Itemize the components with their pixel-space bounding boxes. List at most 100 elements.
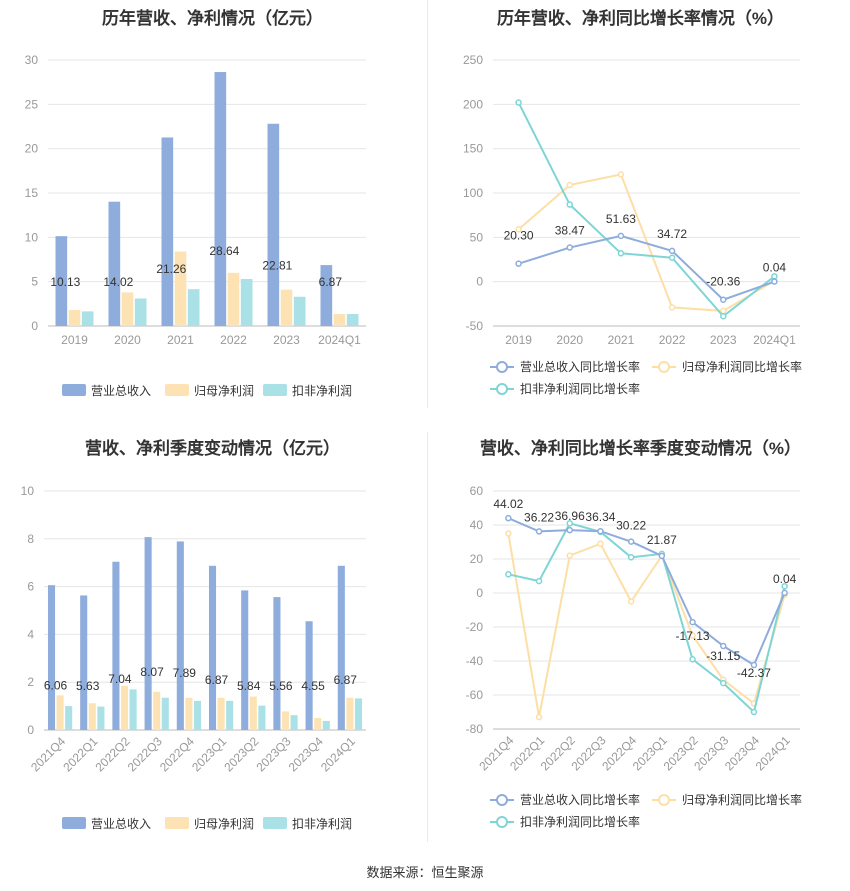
legend-label-0: 营业总收入同比增长率 — [520, 792, 640, 807]
quarterly-growth-line-chart: -80-60-40-2002040602021Q42022Q12022Q2202… — [466, 484, 802, 829]
y-tick-label: 25 — [25, 97, 39, 111]
x-tick-label: 2024Q1 — [318, 734, 358, 774]
point-2022-series-2 — [668, 254, 676, 261]
line-value-label: 44.02 — [493, 497, 523, 511]
bar-2023-series-0 — [267, 123, 280, 326]
point-2019-series-1 — [515, 226, 522, 233]
annual-growth-line-chart: -50 0 50 100 150 200 250 2019 2020 2021 2022 2023 20… — [463, 53, 802, 396]
point-2022q2-series-2 — [566, 520, 573, 527]
legend-marker-0 — [496, 794, 508, 806]
bar-2024q1-series-0 — [320, 265, 333, 326]
bar-2023q2-series-2 — [258, 705, 266, 730]
line-value-label: -31.15 — [706, 649, 740, 663]
bar-2021q4-series-1 — [56, 695, 64, 730]
bar-2022q2-series-0 — [112, 561, 120, 730]
series-line-1 — [507, 533, 786, 718]
x-tick-label: 2022Q1 — [60, 734, 100, 774]
line-value-label: 0.04 — [773, 572, 797, 586]
point-2022q4-series-1 — [627, 598, 635, 605]
bar-2023q3-series-1 — [281, 711, 290, 730]
point-2023-series-1 — [720, 307, 727, 315]
bar-2022-series-2 — [240, 279, 253, 326]
y-tick-label: 20 — [470, 552, 484, 566]
legend-label-2: 扣非净利润同比增长率 — [520, 381, 640, 396]
bar-2023q2-series-0 — [241, 590, 249, 730]
y-tick-label: 0 — [27, 723, 34, 737]
line-value-label: 36.96 — [555, 509, 585, 523]
point-2022q4-series-2 — [627, 554, 635, 561]
line-value-label: 21.87 — [647, 533, 677, 547]
legend-label-0: 营业总收入 — [91, 817, 151, 831]
legend-label-1: 归母净利润 — [194, 817, 254, 831]
series-line-2 — [517, 102, 776, 318]
bar-value-label: 22.81 — [262, 258, 292, 272]
bar-2019-series-2 — [81, 311, 94, 326]
bar-value-label: 10.13 — [50, 275, 80, 289]
legend-swatch-0 — [62, 384, 86, 396]
bar-2024q1-series-1 — [333, 314, 346, 326]
bar-value-label: 6.87 — [334, 673, 358, 687]
bar-2022q2-series-1 — [120, 685, 129, 730]
point-2022-series-0 — [668, 247, 676, 255]
x-tick-label: 2019 — [505, 333, 532, 347]
point-2024q1-series-2 — [781, 582, 788, 590]
bar-2021-series-1 — [174, 251, 187, 326]
bar-2022-series-1 — [227, 272, 240, 326]
point-2019-series-0 — [515, 260, 522, 267]
point-2020-series-2 — [566, 201, 573, 208]
bar-2019-series-0 — [55, 236, 68, 326]
series-line-1 — [517, 173, 775, 312]
legend-label-1: 归母净利润同比增长率 — [682, 359, 802, 374]
x-tick-label: 2021 — [167, 333, 194, 347]
legend-marker-0 — [496, 361, 508, 373]
line-value-label: 20.30 — [504, 229, 534, 243]
point-2022q4-series-0 — [627, 538, 635, 545]
bar-2023q1-series-2 — [226, 700, 234, 730]
y-tick-label: 10 — [21, 484, 35, 498]
x-tick-label: 2022 — [220, 333, 247, 347]
bar-2023q3-series-2 — [290, 715, 298, 730]
bar-2020-series-0 — [108, 201, 121, 326]
bar-value-label: 4.55 — [301, 679, 325, 693]
legend-swatch-2 — [263, 384, 287, 396]
y-tick-label: 20 — [25, 142, 39, 156]
x-tick-label: 2021 — [608, 333, 635, 347]
legend-label-0: 营业总收入同比增长率 — [520, 359, 640, 374]
x-tick-label: 2023Q2 — [221, 734, 261, 774]
quarterly-revenue-profit-panel: 营收、净利季度变动情况（亿元） 0 2 4 6 8 10 2021Q4 2022Q1 2022Q… — [0, 428, 425, 848]
x-tick-label: 2022Q2 — [93, 734, 133, 774]
bar-2022q1-series-0 — [80, 595, 88, 730]
x-tick-label: 2023 — [273, 333, 300, 347]
y-tick-label: 0 — [31, 319, 38, 333]
series-line-0 — [507, 517, 786, 667]
annual-line-chart-title: 历年营收、净利同比增长率情况（%） — [496, 9, 785, 28]
panel-divider-bottom — [427, 432, 428, 842]
annual-bar-chart: 0 5 10 15 20 25 30 2019 2020 2021 2022 2023 2024Q1 10… — [25, 53, 366, 398]
bar-2022q2-series-2 — [129, 689, 137, 730]
bar-2021q4-series-0 — [47, 585, 56, 730]
legend-label-0: 营业总收入 — [91, 384, 151, 398]
y-tick-label: 4 — [27, 627, 34, 641]
legend-swatch-1 — [165, 817, 189, 829]
point-2021q4-series-1 — [505, 530, 512, 537]
point-2019-series-2 — [515, 99, 522, 106]
line-value-label: 51.63 — [606, 212, 636, 226]
point-2021-series-0 — [617, 232, 625, 240]
bar-2024q1-series-2 — [354, 698, 363, 730]
y-tick-label: 15 — [25, 186, 39, 200]
line-value-label: 0.04 — [763, 261, 787, 275]
bar-2020-series-1 — [121, 292, 134, 326]
x-tick-label: 2023Q3 — [254, 734, 294, 774]
y-tick-label: 250 — [463, 53, 483, 67]
point-2024q1-series-0 — [781, 589, 788, 597]
x-tick-label: 2023 — [710, 333, 737, 347]
point-2022q2-series-1 — [566, 552, 573, 559]
point-2023q2-series-1 — [689, 632, 696, 639]
bar-2023q1-series-1 — [217, 697, 225, 730]
bar-value-label: 28.64 — [209, 244, 239, 258]
point-2023-series-0 — [720, 296, 727, 303]
line-value-label: 38.47 — [555, 224, 585, 238]
line-value-label: 36.22 — [524, 510, 554, 524]
x-tick-label: 2024Q1 — [318, 333, 361, 347]
y-tick-label: 100 — [463, 186, 483, 200]
